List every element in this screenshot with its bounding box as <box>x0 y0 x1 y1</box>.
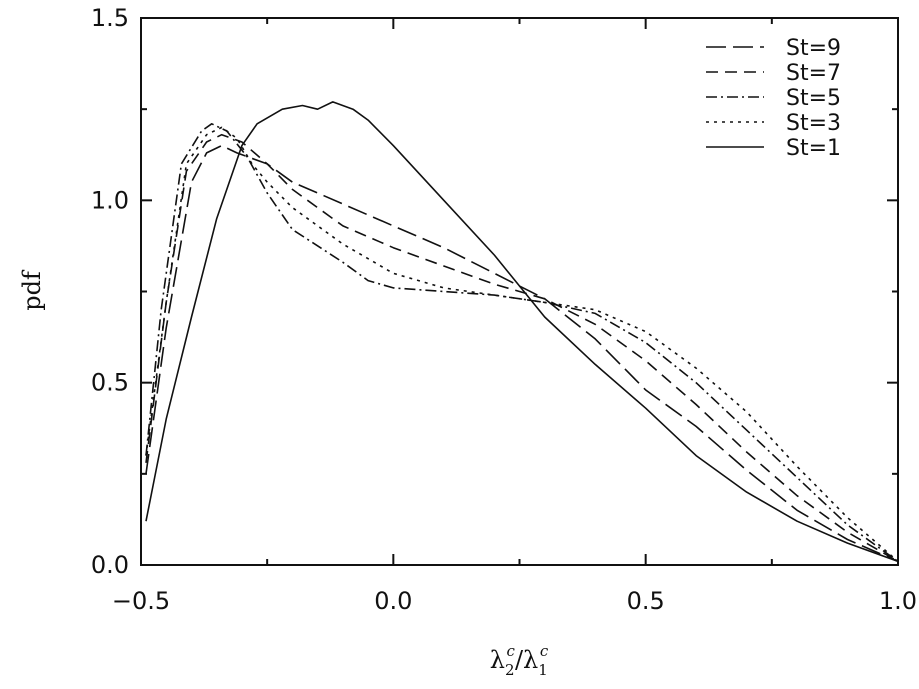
axis-tick-labels: −0.5 0.0 0.5 1.0 0.0 0.5 1.0 1.5 <box>91 4 917 615</box>
legend-label-st-7: St=7 <box>786 61 841 86</box>
legend-label-st-9: St=9 <box>786 36 841 61</box>
legend-label-st-1: St=1 <box>786 136 841 161</box>
series-line-st-7 <box>145 133 899 563</box>
series-line-st-9 <box>145 144 899 563</box>
x-tick-label: 0.0 <box>374 587 412 615</box>
axis-ticks <box>140 17 899 566</box>
x-axis-label-sup-c-2: c <box>540 642 549 660</box>
x-axis-label-lambda-2: λ <box>490 646 505 674</box>
legend: St=9St=7St=5St=3St=1 <box>706 36 841 161</box>
y-tick-label: 1.0 <box>91 186 129 214</box>
x-tick-label: −0.5 <box>112 587 170 615</box>
series-line-st-5 <box>145 123 899 563</box>
x-axis-label: λ2c/λ1c <box>490 642 549 679</box>
y-tick-label: 0.0 <box>91 551 129 579</box>
series-line-st-3 <box>145 126 899 563</box>
x-axis-label-slash: / <box>515 646 524 674</box>
series-line-st-1 <box>145 101 899 563</box>
x-axis-label-lambda-1: λ <box>523 646 538 674</box>
x-tick-label: 0.5 <box>627 587 665 615</box>
x-tick-label: 1.0 <box>879 587 917 615</box>
legend-label-st-3: St=3 <box>786 111 841 136</box>
x-axis-label-sub-1: 1 <box>538 661 548 679</box>
x-axis-label-sub-2: 2 <box>505 661 515 679</box>
series-group <box>145 101 899 563</box>
x-axis-label-sup-c: c <box>507 642 516 660</box>
y-tick-label: 1.5 <box>91 4 129 32</box>
legend-label-st-5: St=5 <box>786 86 841 111</box>
y-axis-label: pdf <box>18 269 46 311</box>
y-tick-label: 0.5 <box>91 369 129 397</box>
